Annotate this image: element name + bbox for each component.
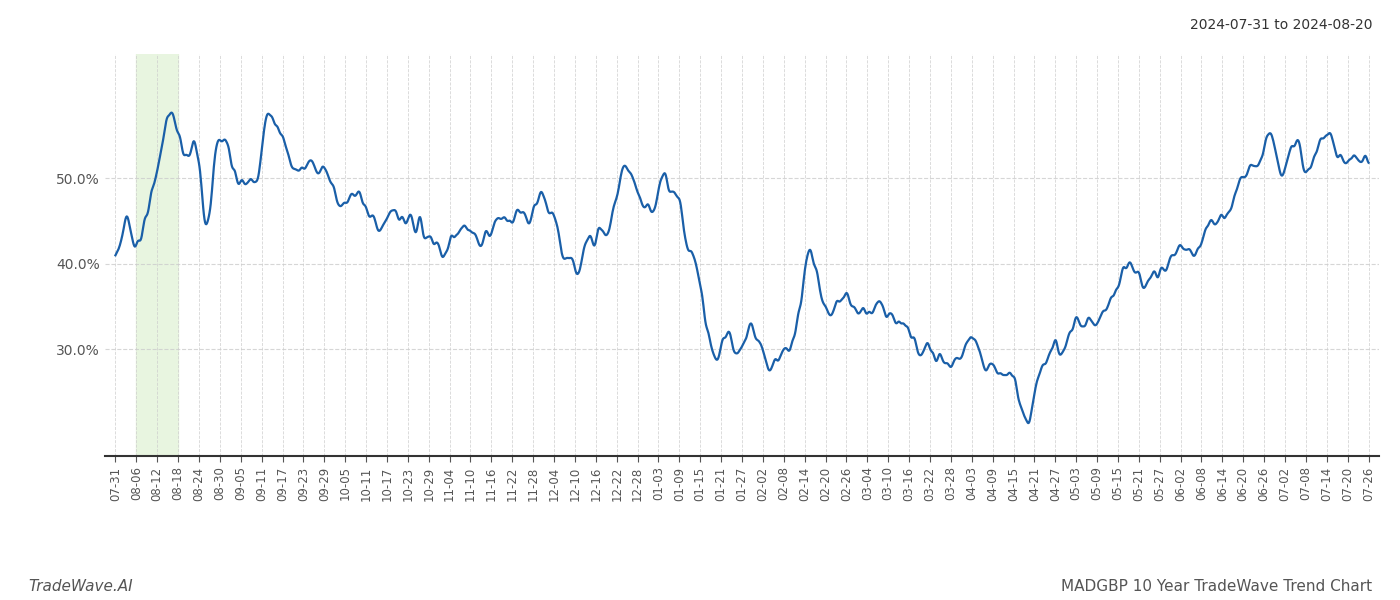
Text: 2024-07-31 to 2024-08-20: 2024-07-31 to 2024-08-20 bbox=[1190, 18, 1372, 32]
Bar bbox=[136, 54, 178, 456]
Text: MADGBP 10 Year TradeWave Trend Chart: MADGBP 10 Year TradeWave Trend Chart bbox=[1061, 579, 1372, 594]
Text: TradeWave.AI: TradeWave.AI bbox=[28, 579, 133, 594]
